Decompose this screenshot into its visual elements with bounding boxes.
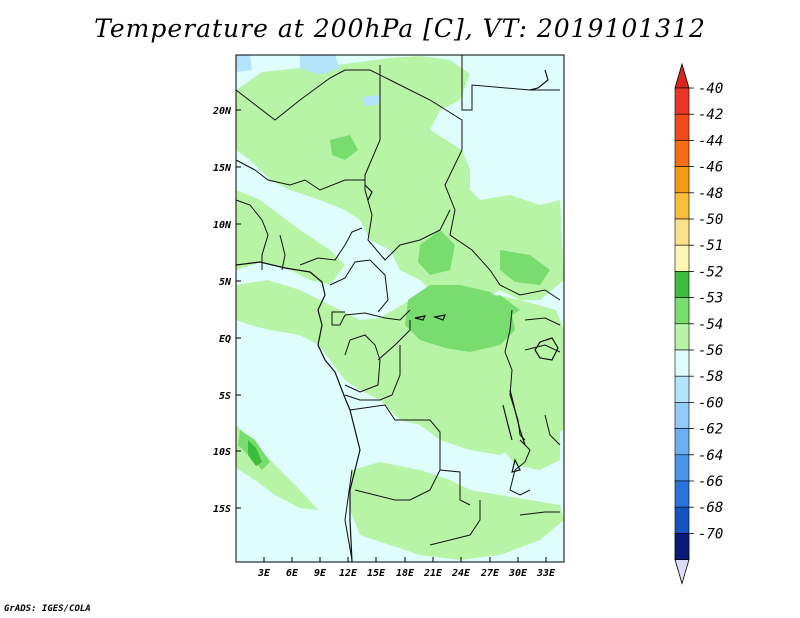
colorbar-swatch: [674, 87, 690, 115]
temperature-band-53: [238, 135, 550, 470]
colorbar-label: -44: [698, 133, 723, 149]
colorbar-label: -54: [698, 317, 723, 333]
colorbar-label: -70: [698, 526, 723, 542]
colorbar-label: -42: [698, 107, 723, 123]
lon-label-15e: 15E: [367, 568, 386, 579]
colorbar-bottom-arrow: [674, 559, 690, 586]
colorbar-swatch: [674, 375, 690, 403]
colorbar-swatch: [674, 244, 690, 272]
colorbar-label: -52: [698, 264, 723, 280]
map-panel: [235, 54, 565, 563]
colorbar-swatch: [674, 140, 690, 167]
lat-label-15n: 15N: [213, 163, 232, 174]
colorbar-label: -66: [698, 474, 723, 490]
lon-label-12e: 12E: [339, 568, 358, 579]
lat-label-5n: 5N: [219, 277, 232, 288]
latitude-axis: 20N 15N 10N 5N EQ 5S 10S 15S: [212, 106, 241, 515]
colorbar-label: -64: [698, 448, 723, 464]
colorbar-swatch: [674, 454, 690, 482]
coastlines: [235, 69, 559, 563]
colorbar: -40 -42 -44 -46 -48 -50 -51 -52 -53 -54 -56 -58 -60 -…: [674, 62, 723, 586]
colorbar-label: -58: [698, 369, 723, 385]
colorbar-label: -62: [698, 422, 723, 438]
colorbar-swatch: [674, 218, 690, 246]
colorbar-swatch: [674, 506, 690, 534]
lon-label-24e: 24E: [451, 568, 471, 579]
colorbar-swatch: [674, 480, 690, 508]
lon-label-21e: 21E: [423, 568, 443, 579]
colorbar-swatch: [674, 428, 690, 456]
chart-title: Temperature at 200hPa [C], VT: 201910131…: [94, 14, 706, 43]
lon-label-27e: 27E: [480, 568, 500, 579]
temperature-band-56: [236, 55, 380, 106]
longitude-axis: 3E 6E 9E 12E 15E 18E 21E 24E 27E 30E 33E: [257, 557, 556, 579]
lat-label-10s: 10S: [213, 447, 231, 458]
footer-credit: GrADS: IGES/COLA: [4, 604, 91, 614]
colorbar-swatch: [674, 166, 690, 194]
colorbar-swatch: [674, 323, 690, 351]
map-frame: [235, 54, 565, 563]
colorbar-label: -60: [698, 395, 723, 411]
colorbar-swatch: [674, 113, 690, 141]
lon-label-33e: 33E: [536, 568, 556, 579]
lat-label-eq: EQ: [219, 334, 231, 345]
lat-label-10n: 10N: [213, 220, 232, 231]
colorbar-label: -50: [698, 212, 723, 228]
colorbar-swatch: [674, 271, 690, 298]
lon-label-3e: 3E: [257, 568, 271, 579]
colorbar-label: -51: [698, 238, 723, 254]
lon-label-30e: 30E: [508, 568, 528, 579]
lat-label-5s: 5S: [219, 391, 231, 402]
colorbar-top-arrow: [674, 62, 690, 89]
colorbar-label: -56: [698, 343, 723, 359]
colorbar-swatch-last: [674, 533, 690, 560]
colorbar-label: -46: [698, 160, 723, 176]
colorbar-label: -53: [698, 291, 723, 307]
country-borders: [235, 55, 561, 561]
lon-label-6e: 6E: [286, 568, 299, 579]
colorbar-label: -40: [698, 81, 723, 97]
colorbar-swatch: [674, 402, 690, 429]
lon-label-18e: 18E: [396, 568, 415, 579]
lon-label-9e: 9E: [314, 568, 327, 579]
lat-label-20n: 20N: [212, 106, 232, 117]
colorbar-swatch: [674, 192, 690, 220]
colorbar-swatch: [674, 349, 690, 377]
colorbar-swatch: [674, 297, 690, 325]
lat-label-15s: 15S: [213, 504, 231, 515]
colorbar-label: -68: [698, 500, 723, 516]
temperature-band-52: [248, 440, 262, 466]
colorbar-label: -48: [698, 186, 723, 202]
